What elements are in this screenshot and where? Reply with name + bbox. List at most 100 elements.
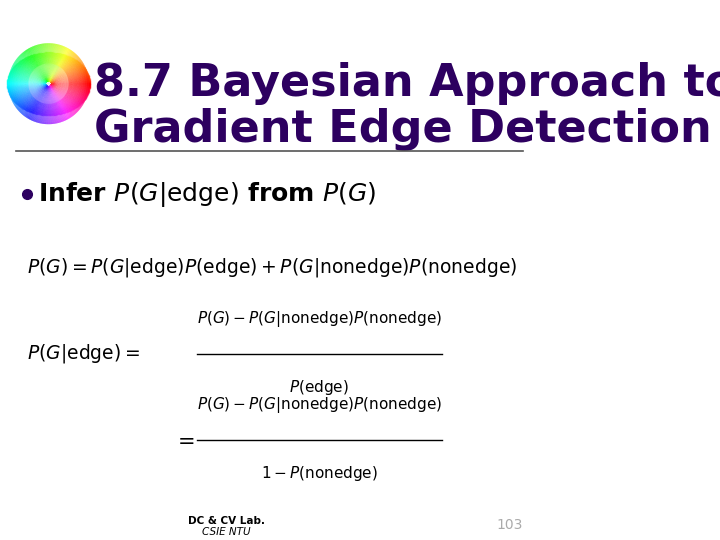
Wedge shape: [48, 84, 76, 107]
Wedge shape: [48, 84, 53, 88]
Wedge shape: [48, 64, 72, 84]
Wedge shape: [48, 81, 87, 84]
Wedge shape: [38, 84, 48, 96]
Wedge shape: [48, 75, 69, 84]
Wedge shape: [9, 86, 29, 89]
Wedge shape: [48, 73, 66, 84]
Wedge shape: [48, 72, 53, 84]
Wedge shape: [48, 84, 65, 121]
Wedge shape: [48, 71, 74, 84]
Wedge shape: [37, 84, 48, 95]
Wedge shape: [48, 84, 68, 85]
Wedge shape: [20, 57, 48, 84]
Wedge shape: [48, 84, 50, 85]
Wedge shape: [24, 84, 48, 103]
Wedge shape: [37, 84, 48, 93]
Wedge shape: [39, 84, 48, 102]
Wedge shape: [48, 84, 64, 103]
Wedge shape: [48, 84, 70, 99]
Wedge shape: [34, 62, 48, 84]
Wedge shape: [45, 84, 48, 85]
Wedge shape: [48, 84, 76, 114]
Wedge shape: [37, 45, 48, 84]
Wedge shape: [48, 84, 50, 87]
Wedge shape: [48, 84, 52, 124]
Wedge shape: [48, 84, 75, 94]
Wedge shape: [24, 84, 48, 117]
Wedge shape: [48, 62, 53, 84]
Wedge shape: [48, 73, 79, 84]
Wedge shape: [43, 64, 48, 84]
Wedge shape: [48, 75, 54, 84]
Wedge shape: [48, 79, 62, 84]
Wedge shape: [28, 56, 48, 84]
Wedge shape: [35, 75, 48, 84]
Wedge shape: [25, 76, 48, 84]
Wedge shape: [48, 84, 63, 122]
Wedge shape: [48, 84, 65, 107]
Wedge shape: [48, 70, 73, 84]
Wedge shape: [40, 84, 48, 89]
Wedge shape: [40, 84, 48, 123]
Wedge shape: [48, 84, 61, 94]
Wedge shape: [39, 53, 48, 84]
Wedge shape: [32, 84, 48, 101]
Wedge shape: [48, 84, 54, 86]
Wedge shape: [48, 84, 55, 88]
Wedge shape: [48, 84, 56, 86]
Wedge shape: [31, 66, 48, 84]
Wedge shape: [31, 47, 48, 84]
Wedge shape: [66, 64, 84, 74]
Wedge shape: [42, 60, 48, 84]
Wedge shape: [32, 84, 48, 86]
Wedge shape: [48, 84, 57, 109]
Wedge shape: [48, 81, 63, 84]
Wedge shape: [35, 84, 48, 102]
Wedge shape: [27, 72, 48, 84]
Wedge shape: [48, 84, 55, 93]
Wedge shape: [41, 52, 48, 84]
Wedge shape: [22, 75, 48, 84]
Wedge shape: [43, 84, 48, 94]
Wedge shape: [48, 55, 63, 84]
Wedge shape: [48, 49, 61, 84]
Wedge shape: [48, 84, 60, 100]
Wedge shape: [42, 60, 48, 84]
Wedge shape: [17, 84, 48, 90]
Wedge shape: [48, 75, 54, 84]
Wedge shape: [48, 84, 60, 112]
Wedge shape: [48, 84, 72, 90]
Wedge shape: [47, 84, 48, 92]
Wedge shape: [48, 82, 50, 84]
Wedge shape: [37, 69, 48, 84]
Wedge shape: [30, 76, 48, 84]
Wedge shape: [32, 75, 48, 84]
Wedge shape: [37, 66, 48, 84]
Wedge shape: [32, 82, 48, 84]
Wedge shape: [48, 82, 67, 84]
Wedge shape: [17, 84, 48, 88]
Wedge shape: [48, 73, 64, 84]
Wedge shape: [38, 84, 48, 90]
Wedge shape: [34, 84, 48, 117]
Wedge shape: [48, 84, 56, 107]
Wedge shape: [48, 76, 63, 84]
Wedge shape: [28, 67, 48, 84]
Wedge shape: [48, 84, 53, 93]
Wedge shape: [43, 80, 48, 84]
Wedge shape: [31, 84, 48, 89]
Wedge shape: [38, 84, 48, 90]
Wedge shape: [46, 84, 48, 89]
Wedge shape: [48, 84, 53, 104]
Wedge shape: [48, 84, 58, 109]
Wedge shape: [39, 84, 48, 117]
Wedge shape: [48, 84, 60, 91]
Wedge shape: [32, 84, 48, 87]
Wedge shape: [45, 78, 48, 84]
Wedge shape: [48, 84, 68, 101]
Wedge shape: [37, 53, 48, 84]
Wedge shape: [38, 84, 48, 106]
Wedge shape: [47, 76, 48, 84]
Wedge shape: [48, 44, 56, 84]
Wedge shape: [48, 65, 68, 84]
